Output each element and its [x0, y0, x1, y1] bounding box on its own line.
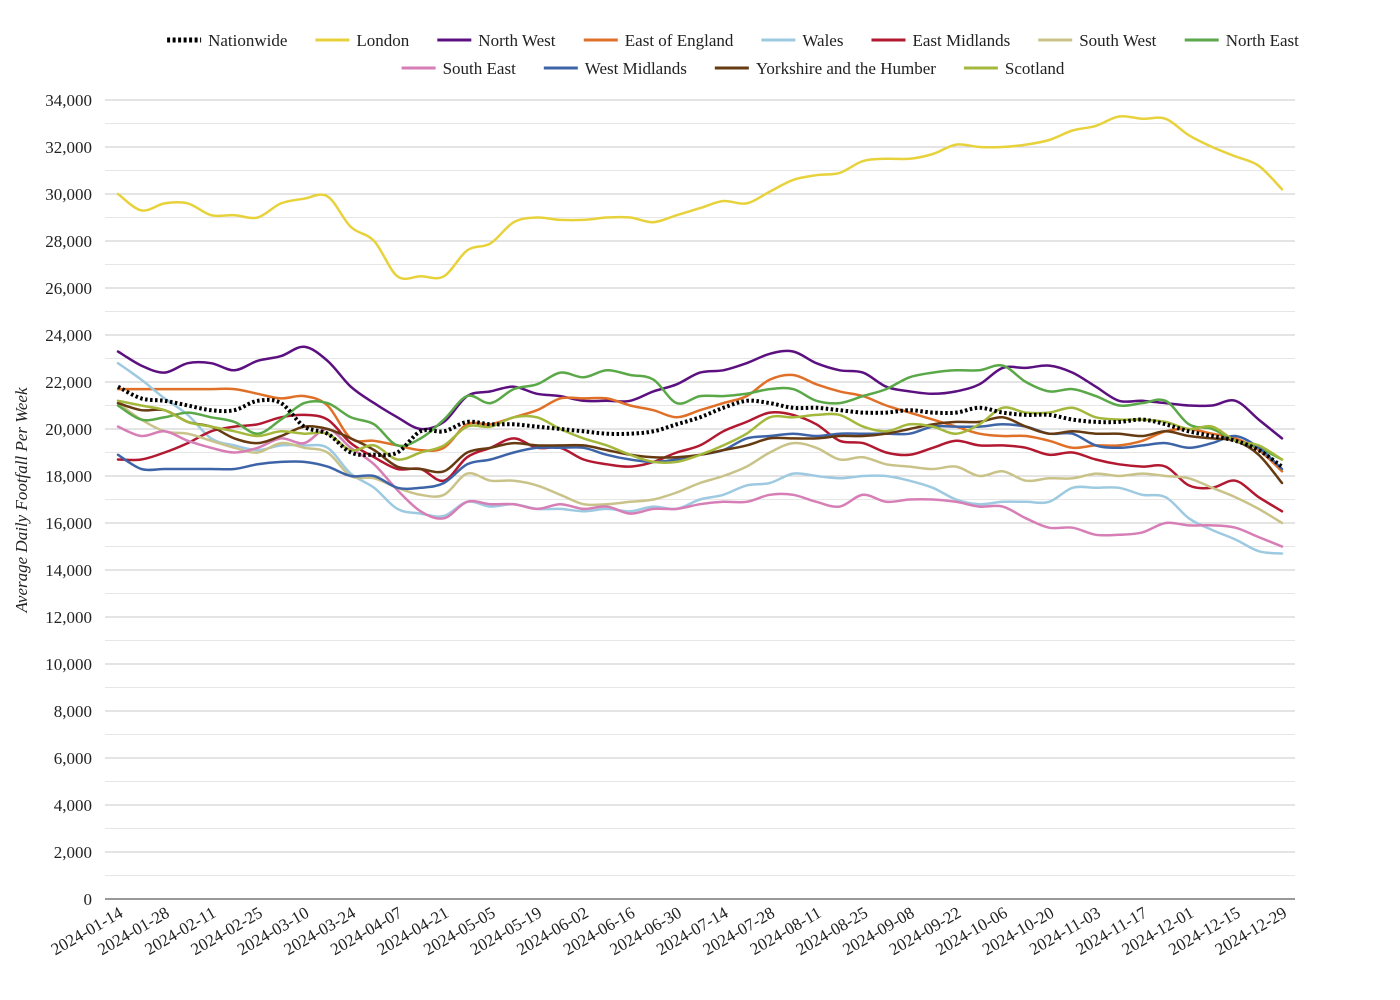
y-tick-label: 28,000 [45, 232, 92, 251]
series-line-nationwide [117, 384, 1284, 469]
legend: Nationwide London North West East of Englan… [167, 31, 1299, 78]
legend-label-wales: Wales [802, 31, 843, 50]
series-line-north-west [116, 345, 1284, 440]
legend-label-nationwide: Nationwide [208, 31, 287, 50]
series-line-scotland [116, 399, 1284, 465]
series-line-london [116, 114, 1284, 281]
x-axis: 2024-01-142024-01-282024-02-112024-02-25… [48, 903, 1290, 959]
series-line-east-of-england [116, 373, 1284, 473]
series-line-east-midlands [116, 410, 1284, 513]
legend-label-south-west: South West [1079, 31, 1156, 50]
legend-label-east-midlands: East Midlands [912, 31, 1010, 50]
y-tick-label: 12,000 [45, 608, 92, 627]
legend-label-yorkshire-and-the-humber: Yorkshire and the Humber [756, 59, 936, 78]
series-line-south-west [116, 401, 1284, 525]
series-line-north-east [116, 363, 1284, 461]
y-tick-label: 30,000 [45, 185, 92, 204]
y-tick-label: 0 [84, 890, 93, 909]
legend-label-london: London [356, 31, 409, 50]
y-tick-label: 32,000 [45, 138, 92, 157]
series-line-wales [116, 361, 1284, 555]
y-tick-label: 16,000 [45, 514, 92, 533]
y-tick-label: 6,000 [54, 749, 92, 768]
y-axis: 0 2,000 4,000 6,000 8,000 10,000 12,000 14,000 1… [45, 91, 92, 909]
gridlines [105, 99, 1295, 900]
y-tick-label: 10,000 [45, 655, 92, 674]
legend-label-north-west: North West [478, 31, 555, 50]
legend-label-north-east: North East [1226, 31, 1299, 50]
y-tick-label: 4,000 [54, 796, 92, 815]
legend-label-south-east: South East [443, 59, 516, 78]
y-tick-label: 14,000 [45, 561, 92, 580]
series-line-south-east [116, 425, 1284, 548]
y-axis-title: Average Daily Footfall Per Week [12, 387, 31, 613]
legend-label-scotland: Scotland [1005, 59, 1065, 78]
y-tick-label: 24,000 [45, 326, 92, 345]
y-tick-label: 34,000 [45, 91, 92, 110]
legend-label-east-of-england: East of England [625, 31, 734, 50]
y-tick-label: 8,000 [54, 702, 92, 721]
y-tick-label: 20,000 [45, 420, 92, 439]
y-tick-label: 18,000 [45, 467, 92, 486]
y-tick-label: 26,000 [45, 279, 92, 298]
legend-label-west-midlands: West Midlands [585, 59, 687, 78]
y-tick-label: 22,000 [45, 373, 92, 392]
y-tick-label: 2,000 [54, 843, 92, 862]
series-lines [116, 114, 1284, 555]
